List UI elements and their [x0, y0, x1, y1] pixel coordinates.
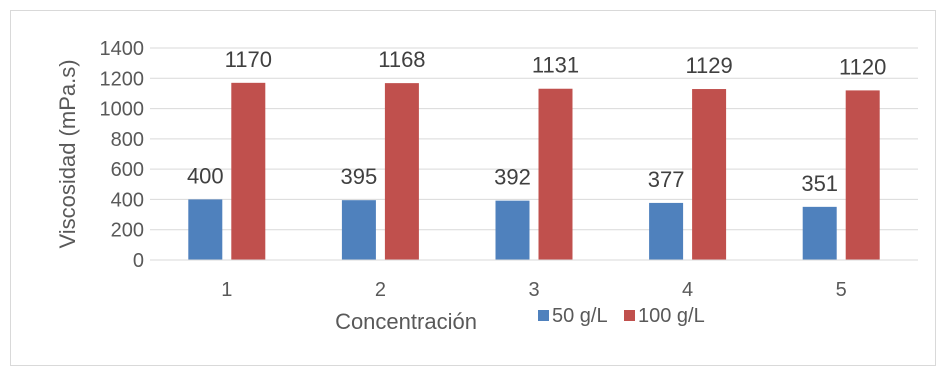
bar-series1	[341, 200, 376, 260]
x-tick-label: 5	[836, 279, 847, 301]
bar-series2	[845, 90, 880, 261]
bar-series2	[231, 82, 266, 260]
gridlines	[150, 47, 918, 231]
data-label: 400	[187, 163, 224, 188]
bar-series2	[538, 88, 573, 260]
data-labels: 400 1170 395 1168 392 1131 377 1129 351 1120	[187, 47, 886, 196]
chart-frame	[10, 10, 936, 366]
bar-series1	[495, 200, 530, 260]
data-label: 351	[801, 171, 838, 196]
x-tick-label: 4	[682, 279, 693, 301]
y-tick-label: 200	[111, 220, 144, 242]
bar-series1	[802, 206, 837, 260]
legend: 50 g/L 100 g/L	[538, 305, 705, 327]
legend-swatch	[538, 310, 549, 321]
x-tick-label: 3	[528, 279, 539, 301]
data-label: 1131	[532, 53, 579, 78]
y-tick-label: 1000	[100, 99, 145, 121]
bar-series2	[384, 83, 419, 260]
data-label: 392	[494, 165, 531, 190]
y-tick-label: 1200	[100, 68, 145, 90]
y-tick-label: 1400	[100, 38, 145, 60]
bar-series1	[188, 199, 223, 260]
bar-series2	[692, 89, 727, 260]
y-tick-label: 600	[111, 159, 144, 181]
x-tick-label: 2	[375, 279, 386, 301]
data-label: 1168	[378, 47, 425, 72]
data-label: 377	[648, 167, 685, 192]
y-tick-label: 400	[111, 189, 144, 211]
legend-label: 50 g/L	[552, 305, 608, 327]
data-label: 1129	[685, 53, 732, 78]
x-axis-tick-labels: 1 2 3 4 5	[221, 279, 847, 301]
bar-series1	[649, 202, 684, 260]
x-tick-label: 1	[221, 279, 232, 301]
y-tick-label: 800	[111, 129, 144, 151]
bars	[188, 82, 880, 261]
data-label: 395	[341, 164, 378, 189]
legend-label: 100 g/L	[638, 305, 705, 327]
y-axis-tick-labels: 0 200 400 600 800 1000 1200 1400	[100, 38, 145, 272]
y-axis-title: Viscosidad (mPa.s)	[55, 59, 80, 248]
data-label: 1120	[839, 54, 886, 79]
data-label: 1170	[225, 47, 272, 72]
legend-swatch	[624, 310, 635, 321]
y-tick-label: 0	[133, 250, 144, 272]
x-axis-title: Concentración	[335, 309, 477, 334]
